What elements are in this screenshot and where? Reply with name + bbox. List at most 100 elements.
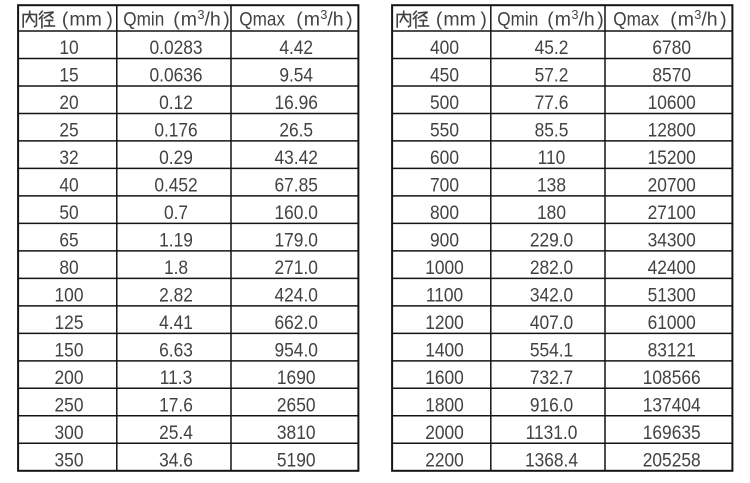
svg-text:80: 80 bbox=[59, 256, 78, 278]
svg-text:5190: 5190 bbox=[277, 448, 316, 470]
svg-text:11.3: 11.3 bbox=[160, 366, 192, 388]
svg-text:(m3/h): (m3/h) bbox=[296, 7, 352, 31]
svg-text:57.2: 57.2 bbox=[535, 64, 569, 86]
svg-text:732.7: 732.7 bbox=[530, 366, 573, 388]
svg-text:Qmax: Qmax bbox=[613, 8, 659, 30]
svg-text:250: 250 bbox=[55, 393, 84, 415]
svg-text:25.4: 25.4 bbox=[159, 421, 193, 443]
svg-text:27100: 27100 bbox=[648, 201, 696, 223]
svg-text:Qmin: Qmin bbox=[123, 8, 164, 30]
svg-text:1400: 1400 bbox=[425, 338, 464, 360]
svg-text:179.0: 179.0 bbox=[275, 228, 318, 250]
svg-text:229.0: 229.0 bbox=[530, 228, 573, 250]
svg-text:34.6: 34.6 bbox=[159, 448, 193, 470]
svg-text:1200: 1200 bbox=[425, 311, 464, 333]
svg-text:25: 25 bbox=[59, 119, 78, 141]
svg-text:271.0: 271.0 bbox=[275, 256, 318, 278]
svg-text:(m3/h): (m3/h) bbox=[173, 7, 229, 31]
svg-text:85.5: 85.5 bbox=[535, 119, 569, 141]
svg-text:67.85: 67.85 bbox=[275, 173, 318, 195]
svg-text:15200: 15200 bbox=[648, 146, 696, 168]
svg-text:20700: 20700 bbox=[648, 173, 696, 195]
svg-text:10: 10 bbox=[59, 36, 78, 58]
svg-text:916.0: 916.0 bbox=[530, 393, 573, 415]
svg-text:12800: 12800 bbox=[648, 119, 696, 141]
svg-text:0.29: 0.29 bbox=[159, 146, 193, 168]
svg-text:50: 50 bbox=[59, 201, 78, 223]
svg-text:500: 500 bbox=[430, 91, 459, 113]
svg-text:900: 900 bbox=[430, 228, 459, 250]
svg-text:400: 400 bbox=[430, 36, 459, 58]
svg-text:108566: 108566 bbox=[643, 366, 701, 388]
svg-text:1600: 1600 bbox=[425, 366, 464, 388]
svg-text:2200: 2200 bbox=[425, 448, 464, 470]
svg-text:169635: 169635 bbox=[643, 421, 701, 443]
svg-text:(mm): (mm) bbox=[436, 9, 487, 31]
svg-text:1000: 1000 bbox=[425, 256, 464, 278]
svg-text:800: 800 bbox=[430, 201, 459, 223]
svg-text:(mm): (mm) bbox=[62, 9, 113, 31]
svg-text:407.0: 407.0 bbox=[530, 311, 573, 333]
svg-text:600: 600 bbox=[430, 146, 459, 168]
svg-text:1100: 1100 bbox=[426, 283, 463, 305]
svg-text:20: 20 bbox=[59, 91, 78, 113]
svg-text:110: 110 bbox=[538, 146, 566, 168]
svg-text:1368.4: 1368.4 bbox=[525, 448, 578, 470]
svg-text:125: 125 bbox=[55, 311, 84, 333]
svg-text:2000: 2000 bbox=[425, 421, 464, 443]
svg-text:2.82: 2.82 bbox=[159, 283, 193, 305]
svg-text:150: 150 bbox=[55, 338, 84, 360]
svg-text:6780: 6780 bbox=[652, 36, 691, 58]
svg-text:61000: 61000 bbox=[648, 311, 696, 333]
svg-text:0.7: 0.7 bbox=[164, 201, 188, 223]
svg-text:15: 15 bbox=[59, 64, 78, 86]
svg-text:550: 550 bbox=[430, 119, 459, 141]
svg-text:350: 350 bbox=[55, 448, 84, 470]
svg-text:1.8: 1.8 bbox=[164, 256, 188, 278]
svg-text:200: 200 bbox=[55, 366, 84, 388]
svg-text:10600: 10600 bbox=[648, 91, 696, 113]
svg-text:137404: 137404 bbox=[643, 393, 701, 415]
svg-text:282.0: 282.0 bbox=[530, 256, 573, 278]
svg-text:700: 700 bbox=[430, 173, 459, 195]
svg-text:4.42: 4.42 bbox=[279, 36, 313, 58]
svg-text:40: 40 bbox=[59, 173, 78, 195]
svg-text:954.0: 954.0 bbox=[275, 338, 318, 360]
svg-text:(m3/h): (m3/h) bbox=[670, 7, 726, 31]
svg-text:32: 32 bbox=[59, 146, 78, 168]
svg-text:3810: 3810 bbox=[277, 421, 316, 443]
svg-text:0.12: 0.12 bbox=[159, 91, 193, 113]
svg-text:180: 180 bbox=[537, 201, 566, 223]
svg-text:424.0: 424.0 bbox=[275, 283, 318, 305]
svg-text:1690: 1690 bbox=[277, 366, 316, 388]
svg-text:26.5: 26.5 bbox=[279, 119, 313, 141]
svg-text:(m3/h): (m3/h) bbox=[547, 7, 603, 31]
svg-text:34300: 34300 bbox=[648, 228, 696, 250]
svg-text:300: 300 bbox=[55, 421, 84, 443]
svg-text:160.0: 160.0 bbox=[275, 201, 318, 223]
svg-text:16.96: 16.96 bbox=[275, 91, 318, 113]
svg-text:100: 100 bbox=[55, 283, 84, 305]
svg-text:1.19: 1.19 bbox=[159, 228, 193, 250]
svg-text:Qmax: Qmax bbox=[239, 8, 285, 30]
svg-text:83121: 83121 bbox=[648, 338, 696, 360]
svg-text:17.6: 17.6 bbox=[159, 393, 193, 415]
svg-text:205258: 205258 bbox=[643, 448, 701, 470]
svg-text:662.0: 662.0 bbox=[275, 311, 318, 333]
svg-text:450: 450 bbox=[430, 64, 459, 86]
svg-text:45.2: 45.2 bbox=[535, 36, 569, 58]
svg-text:2650: 2650 bbox=[277, 393, 316, 415]
svg-text:1800: 1800 bbox=[425, 393, 464, 415]
svg-text:0.0283: 0.0283 bbox=[149, 36, 202, 58]
svg-text:4.41: 4.41 bbox=[159, 311, 193, 333]
svg-text:554.1: 554.1 bbox=[530, 338, 573, 360]
svg-text:77.6: 77.6 bbox=[535, 91, 569, 113]
svg-text:8570: 8570 bbox=[652, 64, 691, 86]
svg-text:0.452: 0.452 bbox=[154, 173, 197, 195]
svg-text:43.42: 43.42 bbox=[275, 146, 318, 168]
svg-text:6.63: 6.63 bbox=[159, 338, 193, 360]
svg-text:42400: 42400 bbox=[648, 256, 696, 278]
svg-text:65: 65 bbox=[59, 228, 78, 250]
svg-text:Qmin: Qmin bbox=[497, 8, 538, 30]
svg-text:9.54: 9.54 bbox=[279, 64, 313, 86]
